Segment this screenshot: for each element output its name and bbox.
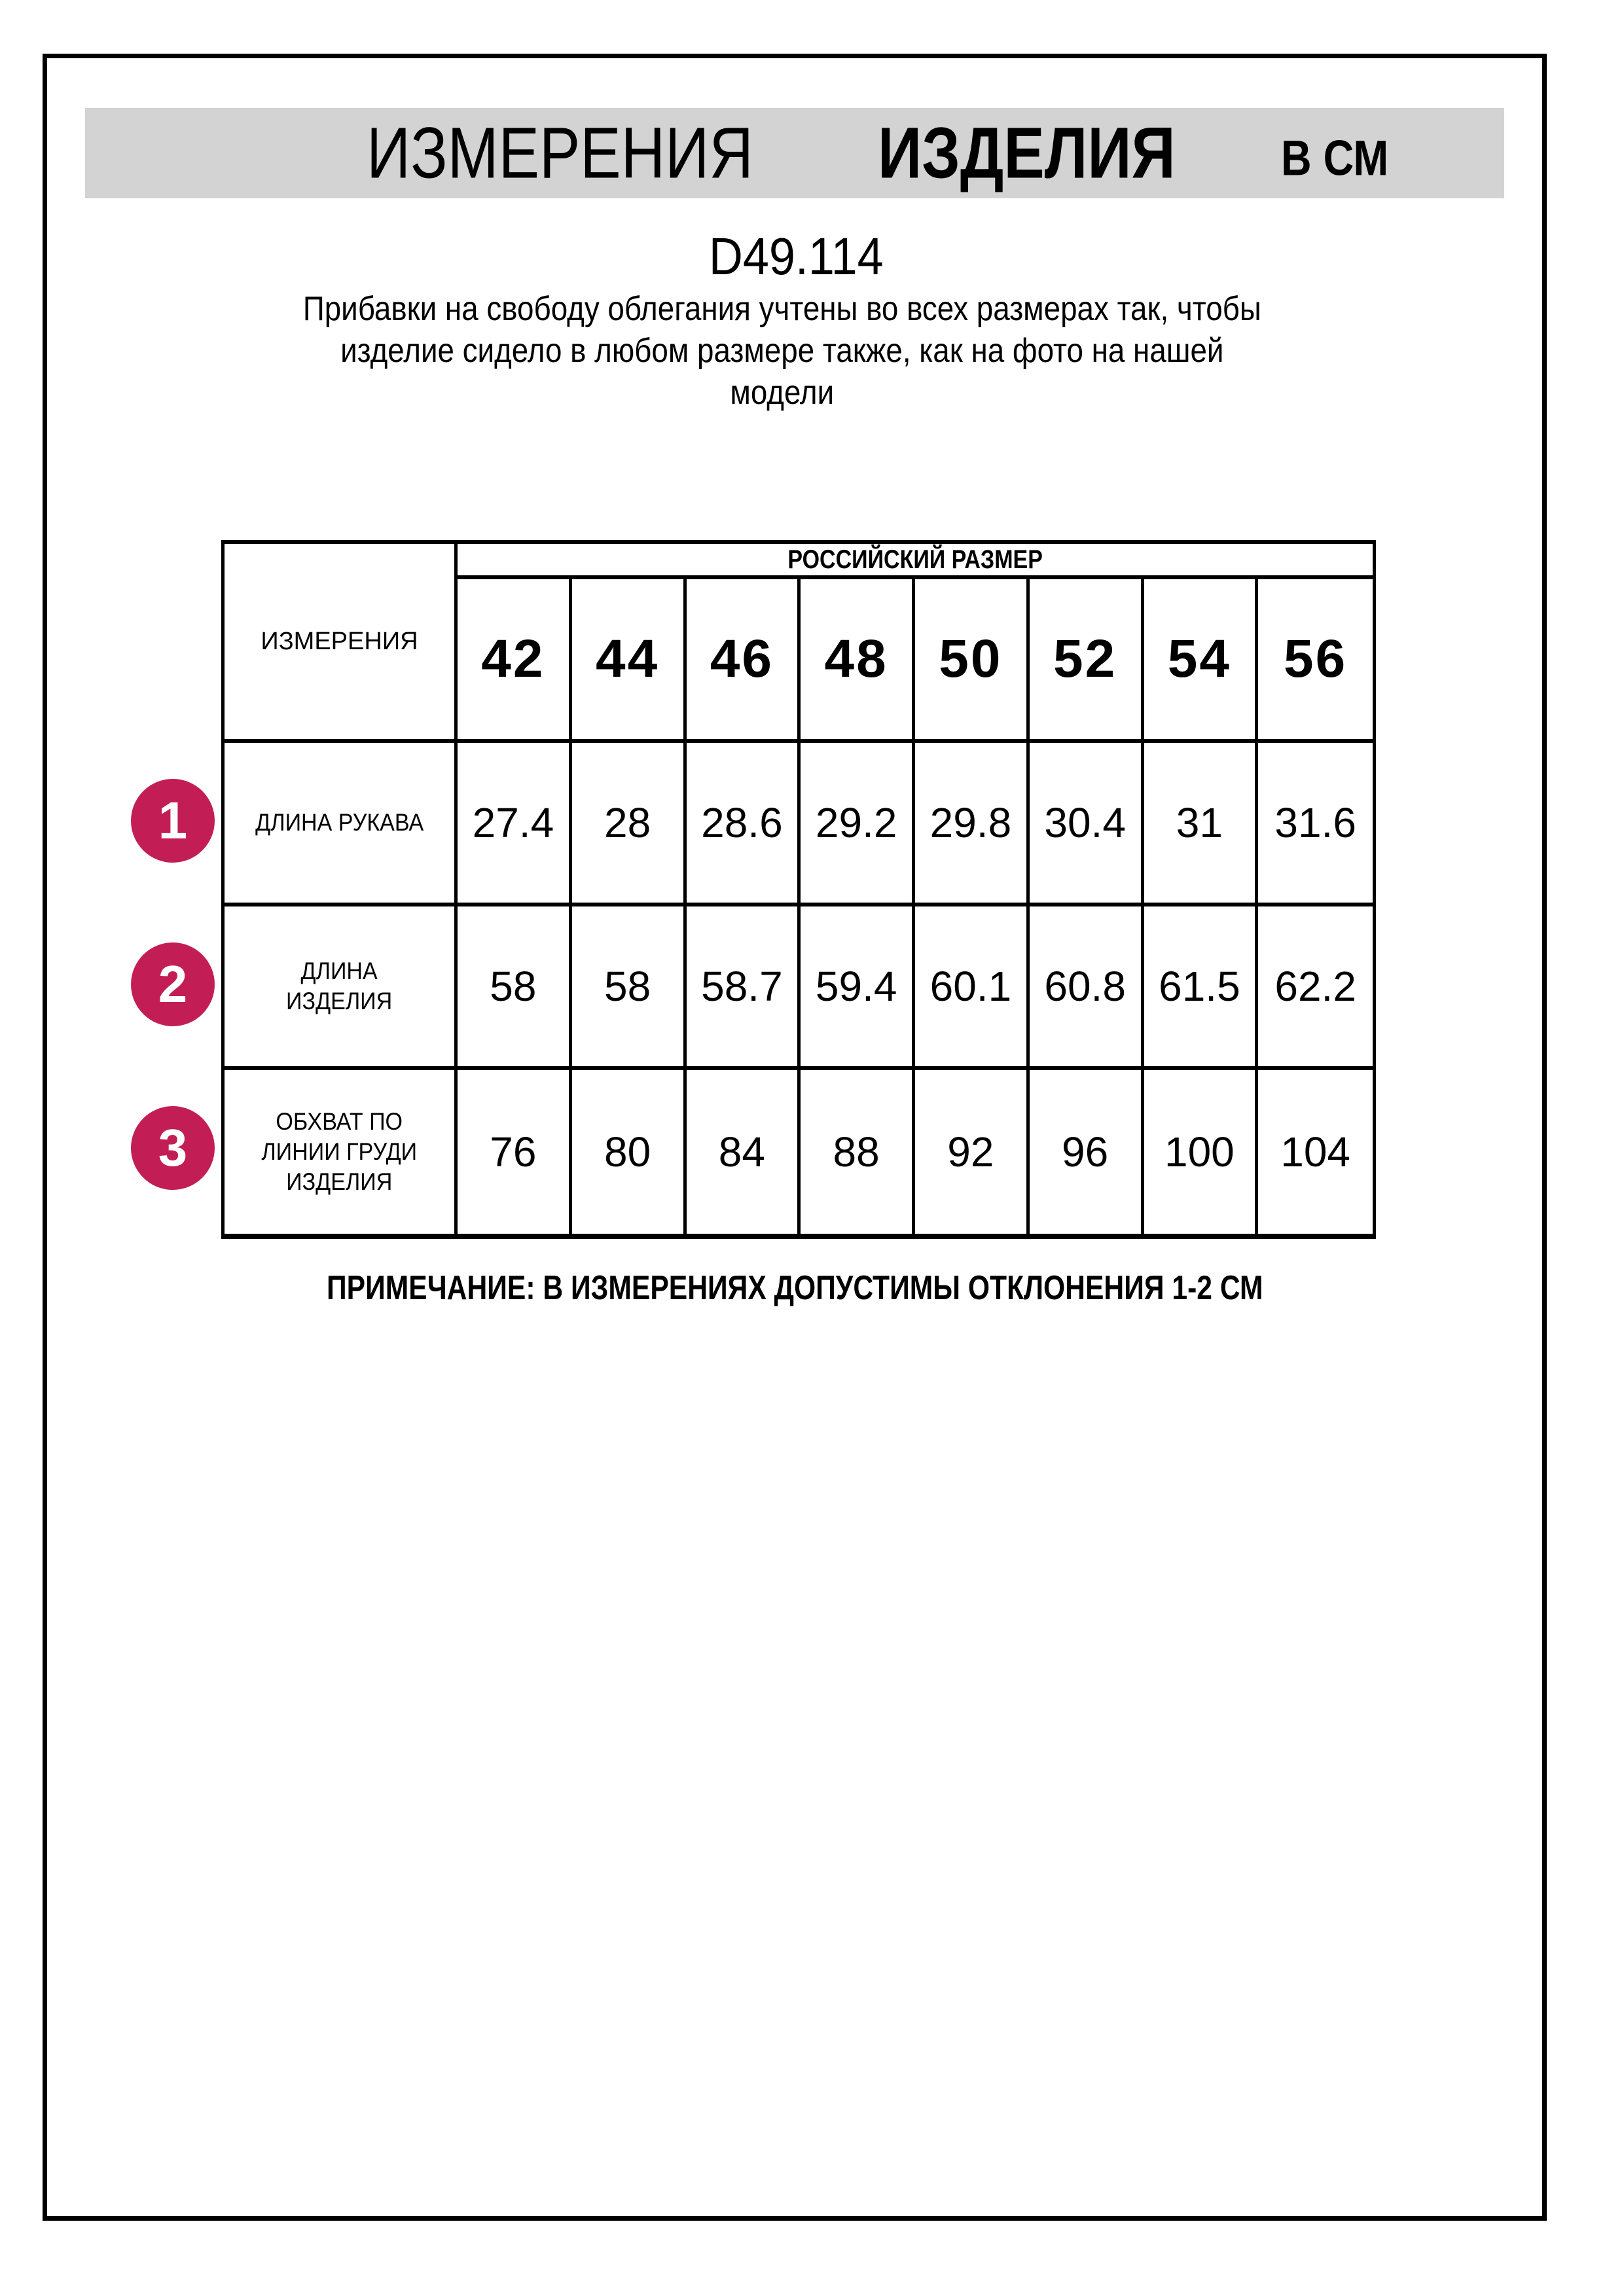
value-cell: 31.6 bbox=[1258, 743, 1373, 906]
size-header-42: 42 bbox=[458, 579, 572, 743]
row-number-badge-2: 2 bbox=[131, 942, 215, 1026]
size-header-48: 48 bbox=[801, 579, 915, 743]
value-cell: 96 bbox=[1030, 1070, 1144, 1234]
value-cell: 58 bbox=[571, 906, 687, 1070]
size-header-52: 52 bbox=[1029, 579, 1144, 743]
value-cell: 92 bbox=[915, 1070, 1030, 1234]
product-code-row: D49.114 bbox=[0, 226, 1592, 287]
fit-description: Прибавки на свободу облегания учтены во … bbox=[303, 290, 1261, 412]
row-label-chest-girth-text: ОБХВАТ ПО ЛИНИИ ГРУДИ ИЗДЕЛИЯ bbox=[261, 1108, 418, 1195]
value-cell: 84 bbox=[687, 1070, 801, 1234]
value-cell: 28 bbox=[571, 743, 687, 906]
value-cell: 60.8 bbox=[1029, 906, 1144, 1070]
russian-size-group-header: РОССИЙСКИЙ РАЗМЕР bbox=[458, 544, 1373, 579]
row-number-badge-1: 1 bbox=[131, 779, 215, 863]
value-cell: 29.2 bbox=[801, 743, 915, 906]
value-cell: 61.5 bbox=[1144, 906, 1259, 1070]
size-header-44: 44 bbox=[571, 579, 687, 743]
size-header-54: 54 bbox=[1144, 579, 1259, 743]
title-band: ИЗМЕРЕНИЯ ИЗДЕЛИЯ В СМ bbox=[85, 108, 1504, 198]
size-header-50: 50 bbox=[915, 579, 1030, 743]
value-cell: 31 bbox=[1144, 743, 1259, 906]
row-number-badge-3: 3 bbox=[131, 1106, 215, 1190]
row-label-garment-length: ДЛИНА ИЗДЕЛИЯ bbox=[225, 906, 458, 1070]
row-label-sleeve-length-text: ДЛИНА РУКАВА bbox=[255, 809, 424, 836]
value-cell: 58.7 bbox=[686, 906, 801, 1070]
russian-size-group-label: РОССИЙСКИЙ РАЗМЕР bbox=[787, 545, 1043, 574]
row-label-chest-girth: ОБХВАТ ПО ЛИНИИ ГРУДИ ИЗДЕЛИЯ bbox=[225, 1070, 458, 1234]
size-table: ИЗМЕРЕНИЯ РОССИЙСКИЙ РАЗМЕР 42 44 46 48 … bbox=[221, 540, 1376, 1239]
product-code: D49.114 bbox=[708, 227, 884, 285]
title-measurements: ИЗМЕРЕНИЯ bbox=[367, 113, 753, 194]
value-cell: 58 bbox=[458, 906, 572, 1070]
page-border-frame bbox=[43, 54, 1547, 2221]
row-label-sleeve-length: ДЛИНА РУКАВА bbox=[225, 743, 458, 906]
note-row: ПРИМЕЧАНИЕ: В ИЗМЕРЕНИЯХ ДОПУСТИМЫ ОТКЛО… bbox=[43, 1268, 1547, 1308]
value-cell: 62.2 bbox=[1258, 906, 1373, 1070]
value-cell: 100 bbox=[1144, 1070, 1259, 1234]
title-product: ИЗДЕЛИЯ bbox=[878, 113, 1176, 194]
value-cell: 29.8 bbox=[915, 743, 1030, 906]
value-cell: 27.4 bbox=[458, 743, 572, 906]
value-cell: 60.1 bbox=[915, 906, 1030, 1070]
value-cell: 80 bbox=[572, 1070, 687, 1234]
value-cell: 28.6 bbox=[686, 743, 801, 906]
value-cell: 59.4 bbox=[801, 906, 915, 1070]
tolerance-note: ПРИМЕЧАНИЕ: В ИЗМЕРЕНИЯХ ДОПУСТИМЫ ОТКЛО… bbox=[326, 1269, 1263, 1307]
table-corner-header: ИЗМЕРЕНИЯ bbox=[225, 544, 458, 743]
value-cell: 30.4 bbox=[1029, 743, 1144, 906]
row-label-garment-length-text: ДЛИНА ИЗДЕЛИЯ bbox=[286, 958, 393, 1014]
value-cell: 104 bbox=[1280, 1128, 1351, 1175]
title-units: В СМ bbox=[1281, 130, 1389, 187]
value-cell: 88 bbox=[801, 1070, 915, 1234]
fit-description-row: Прибавки на свободу облегания учтены во … bbox=[0, 288, 1564, 414]
table-corner-header-label: ИЗМЕРЕНИЯ bbox=[261, 627, 418, 655]
value-cell: 76 bbox=[458, 1070, 572, 1234]
size-header-56: 56 bbox=[1258, 579, 1373, 743]
size-header-46: 46 bbox=[686, 579, 801, 743]
